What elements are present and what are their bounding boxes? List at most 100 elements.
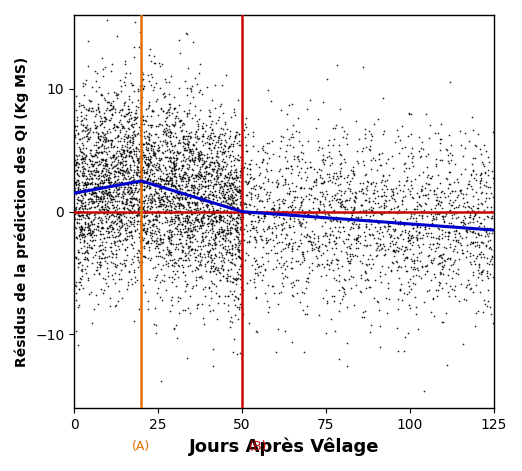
Point [452, 227, 460, 235]
Point [127, 148, 135, 156]
Point [136, 116, 145, 124]
Point [452, 203, 460, 211]
Point [446, 254, 455, 262]
Point [127, 234, 136, 242]
Point [228, 191, 236, 199]
Point [154, 202, 162, 210]
Point [317, 167, 326, 174]
Point [251, 185, 259, 193]
Point [217, 226, 225, 233]
Point [392, 246, 400, 253]
Point [104, 179, 113, 186]
Point [78, 155, 87, 162]
Point [455, 256, 464, 263]
Point [224, 177, 233, 184]
Point [162, 114, 171, 122]
Point [123, 110, 131, 118]
Point [329, 174, 337, 181]
Point [121, 234, 129, 242]
Point [197, 171, 205, 179]
Point [134, 218, 143, 225]
Point [418, 212, 426, 219]
Point [137, 126, 146, 133]
Point [327, 218, 335, 225]
Point [208, 125, 216, 132]
Point [362, 208, 371, 215]
Point [200, 206, 209, 214]
Point [109, 153, 117, 160]
Point [121, 169, 129, 176]
Point [114, 214, 123, 221]
Point [159, 127, 168, 135]
Point [179, 175, 187, 183]
Point [129, 194, 138, 201]
Point [362, 242, 371, 250]
Point [423, 208, 431, 216]
Point [107, 211, 115, 219]
Point [433, 185, 442, 192]
Point [102, 209, 111, 216]
Point [94, 172, 103, 180]
Point [90, 198, 99, 205]
Point [412, 217, 420, 225]
Point [335, 195, 343, 203]
Point [102, 279, 110, 286]
Point [81, 255, 89, 262]
Point [430, 313, 438, 320]
Point [342, 235, 350, 243]
Point [245, 161, 254, 168]
Point [118, 163, 126, 171]
Point [179, 142, 187, 150]
Point [164, 262, 173, 270]
Point [219, 175, 228, 182]
Point [180, 146, 188, 154]
Point [291, 238, 300, 246]
Point [447, 156, 455, 163]
Point [138, 68, 147, 76]
Point [129, 217, 138, 224]
Point [175, 214, 183, 222]
Point [191, 223, 199, 231]
Point [170, 165, 178, 173]
Point [233, 204, 241, 211]
Point [385, 207, 394, 215]
Point [378, 233, 387, 240]
Point [156, 175, 164, 183]
Point [72, 106, 80, 114]
Point [469, 126, 477, 134]
Point [362, 260, 370, 268]
Point [123, 196, 131, 203]
Point [243, 171, 251, 178]
Point [417, 144, 425, 152]
Point [103, 210, 112, 218]
Point [109, 124, 117, 131]
Point [285, 136, 293, 143]
Point [436, 252, 445, 259]
Point [452, 236, 460, 244]
Point [137, 214, 146, 221]
Point [348, 211, 356, 219]
Point [108, 226, 116, 233]
Point [387, 266, 395, 274]
Point [126, 195, 135, 202]
Point [206, 246, 214, 253]
Point [229, 195, 237, 202]
Point [196, 250, 204, 257]
Point [184, 232, 193, 239]
Point [411, 303, 420, 311]
Point [176, 228, 185, 236]
Point [269, 236, 277, 244]
Point [302, 277, 310, 285]
Point [206, 178, 215, 186]
Point [100, 234, 109, 242]
Point [88, 178, 96, 185]
Point [419, 231, 427, 238]
Point [350, 235, 358, 243]
Point [182, 251, 191, 258]
Point [83, 132, 91, 139]
Point [464, 202, 472, 210]
Point [474, 222, 483, 230]
Point [245, 188, 254, 196]
Point [190, 189, 198, 196]
Point [172, 179, 181, 187]
